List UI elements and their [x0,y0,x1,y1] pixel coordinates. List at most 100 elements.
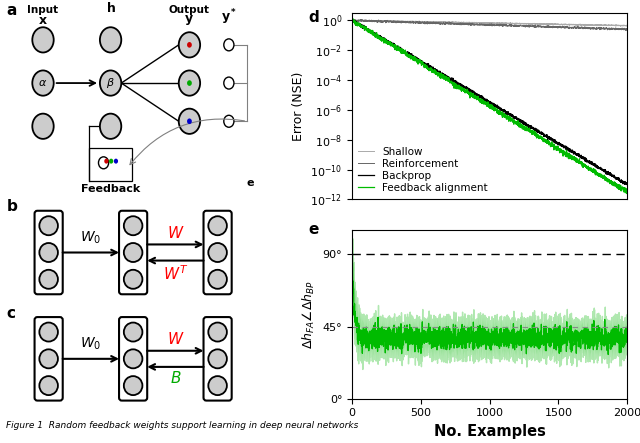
Ellipse shape [32,70,54,96]
Text: $W^T$: $W^T$ [163,264,188,283]
Reinforcement [358,17,366,22]
Shallow [351,17,358,23]
Feedback alignment [616,187,623,192]
Ellipse shape [179,70,200,96]
Ellipse shape [39,323,58,342]
Ellipse shape [179,32,200,58]
Text: $\mathbf{x}$: $\mathbf{x}$ [38,14,48,27]
FancyBboxPatch shape [35,317,63,400]
Feedback alignment [482,101,490,107]
Ellipse shape [187,118,192,124]
X-axis label: No. Examples: No. Examples [434,424,545,439]
Ellipse shape [109,159,113,163]
Text: e: e [246,178,253,188]
FancyBboxPatch shape [119,211,147,294]
Ellipse shape [39,243,58,262]
Reinforcement [482,22,490,27]
Text: d: d [308,10,319,24]
Y-axis label: $\Delta h_{FA}\angle\Delta h_{BP}$: $\Delta h_{FA}\angle\Delta h_{BP}$ [301,280,317,349]
Backprop [482,99,490,104]
Reinforcement [348,19,356,24]
Text: Input: Input [28,5,59,15]
FancyBboxPatch shape [119,317,147,400]
Shallow [482,20,490,26]
Text: Output: Output [169,5,210,15]
Feedback alignment [623,191,631,196]
Ellipse shape [114,159,118,163]
Ellipse shape [39,270,58,289]
Reinforcement [623,27,631,32]
Backprop [362,25,370,31]
Text: $B$: $B$ [170,370,181,386]
Ellipse shape [224,77,234,89]
Text: $\mathbf{h}$: $\mathbf{h}$ [106,1,116,15]
Ellipse shape [224,115,234,127]
Backprop [475,93,483,99]
Feedback alignment [616,184,623,189]
Ellipse shape [124,243,143,262]
Shallow [616,23,624,29]
Reinforcement [616,27,623,32]
Shallow [616,23,623,28]
FancyBboxPatch shape [204,317,232,400]
Feedback alignment [362,24,370,29]
Ellipse shape [224,39,234,51]
Text: $\beta$: $\beta$ [106,76,115,90]
Ellipse shape [32,27,54,53]
Reinforcement [565,25,573,31]
Backprop [565,148,573,153]
Feedback alignment [623,188,631,193]
Ellipse shape [124,376,143,395]
Text: $W_0$: $W_0$ [80,230,102,246]
Text: $\alpha$: $\alpha$ [38,78,47,88]
Ellipse shape [124,323,143,342]
FancyBboxPatch shape [204,211,232,294]
Ellipse shape [187,42,192,48]
Feedback alignment [349,16,357,22]
Ellipse shape [39,350,58,368]
Ellipse shape [208,350,227,368]
Ellipse shape [208,323,227,342]
Text: c: c [6,306,15,321]
Ellipse shape [100,114,122,139]
Line: Reinforcement: Reinforcement [352,19,627,30]
Ellipse shape [99,157,109,169]
Legend: Shallow, Reinforcement, Backprop, Feedback alignment: Shallow, Reinforcement, Backprop, Feedba… [357,146,489,194]
FancyBboxPatch shape [35,211,63,294]
Ellipse shape [179,109,200,134]
Shallow [348,18,356,23]
Text: $W$: $W$ [166,331,184,347]
Ellipse shape [208,376,227,395]
Text: $W_0$: $W_0$ [80,336,102,353]
Ellipse shape [32,114,54,139]
Line: Feedback alignment: Feedback alignment [352,19,627,194]
Shallow [623,23,631,28]
Backprop [616,176,623,181]
Ellipse shape [208,270,227,289]
Text: Figure 1  Random feedback weights support learning in deep neural networks: Figure 1 Random feedback weights support… [6,421,359,430]
Backprop [348,18,356,23]
Text: e: e [308,222,318,237]
Reinforcement [622,27,630,33]
Text: $\mathbf{y^*}$: $\mathbf{y^*}$ [221,8,237,27]
Ellipse shape [208,216,227,235]
Feedback alignment [565,156,573,161]
Backprop [623,182,631,187]
Text: $\mathbf{y}$: $\mathbf{y}$ [184,13,195,27]
Reinforcement [616,27,623,32]
Line: Shallow: Shallow [352,20,627,26]
Backprop [616,176,623,182]
Ellipse shape [104,159,109,163]
FancyBboxPatch shape [90,148,132,181]
Ellipse shape [124,270,143,289]
Line: Backprop: Backprop [352,19,627,185]
Reinforcement [362,18,370,23]
Ellipse shape [124,350,143,368]
Ellipse shape [39,216,58,235]
Backprop [348,17,356,22]
Shallow [616,23,623,28]
Ellipse shape [100,27,122,53]
Text: a: a [6,4,17,18]
Backprop [623,182,631,187]
Ellipse shape [124,216,143,235]
